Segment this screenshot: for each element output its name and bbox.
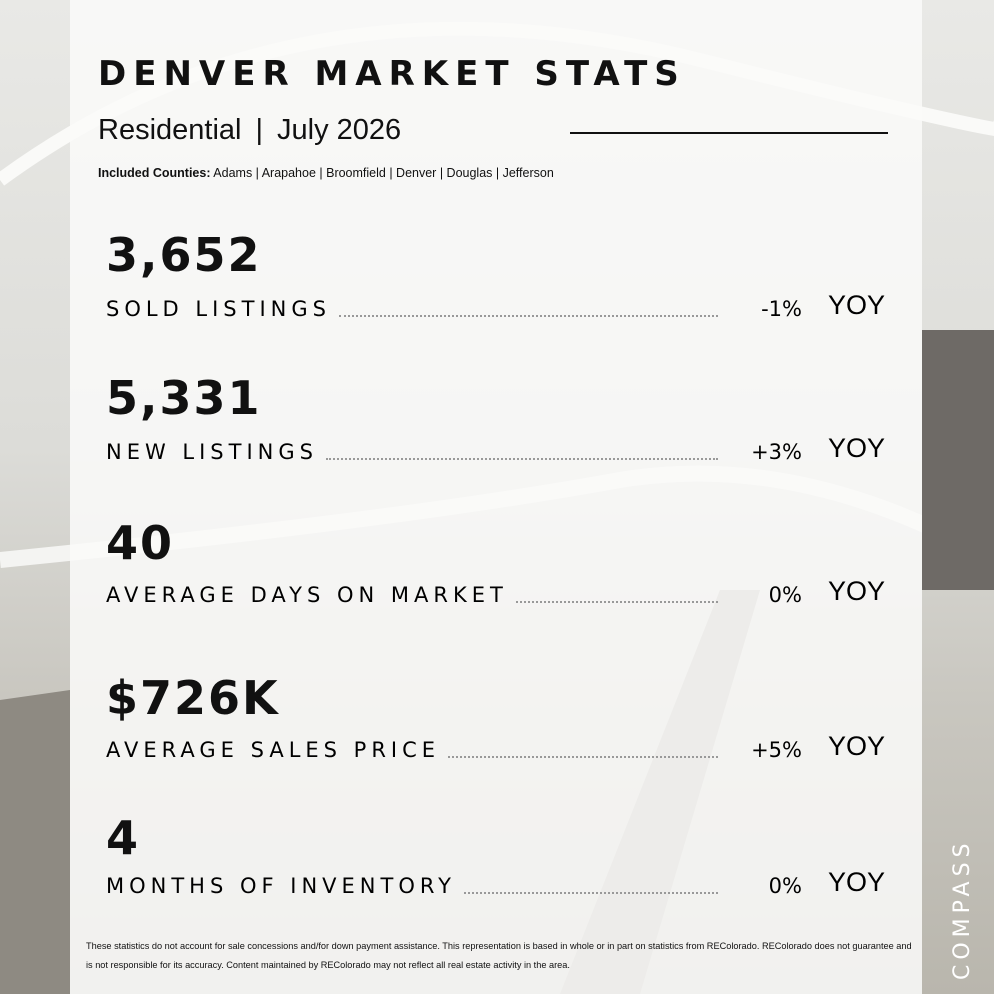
stat-row: AVERAGE SALES PRICE +5% YOY <box>106 731 886 762</box>
stat-unit: YOY <box>828 731 886 761</box>
stat-value: $726K <box>106 671 280 725</box>
stat-change: +5% <box>751 738 802 762</box>
counties: Included Counties: Adams | Arapahoe | Br… <box>98 166 554 180</box>
stat-label: MONTHS OF INVENTORY <box>106 874 456 898</box>
rule <box>570 132 888 134</box>
subtitle: Residential | July 2026 <box>98 114 415 147</box>
dot-leader <box>325 458 718 460</box>
stat-value: 3,652 <box>106 228 262 282</box>
stat-row: SOLD LISTINGS -1% YOY <box>106 290 886 321</box>
stat-label: AVERAGE DAYS ON MARKET <box>106 583 508 607</box>
dot-leader <box>463 892 718 894</box>
dot-leader <box>448 756 718 758</box>
dot-leader <box>515 601 718 603</box>
title: DENVER MARKET STATS <box>98 54 686 94</box>
stat-unit: YOY <box>828 290 886 320</box>
stat-change: +3% <box>751 440 802 464</box>
stat-unit: YOY <box>828 867 886 897</box>
counties-label: Included Counties: <box>98 166 211 180</box>
period: July 2026 <box>277 114 402 146</box>
stat-value: 40 <box>106 516 175 570</box>
separator: | <box>255 114 264 146</box>
stat-label: SOLD LISTINGS <box>106 297 331 321</box>
stat-change: 0% <box>768 583 802 607</box>
stat-change: -1% <box>761 297 802 321</box>
panel <box>70 0 922 994</box>
stat-value: 5,331 <box>106 371 262 425</box>
segment: Residential <box>98 114 242 146</box>
stat-row: AVERAGE DAYS ON MARKET 0% YOY <box>106 576 886 607</box>
brand: COMPASS <box>950 838 975 981</box>
stat-unit: YOY <box>828 576 886 606</box>
stat-row: MONTHS OF INVENTORY 0% YOY <box>106 867 886 898</box>
disclaimer: These statistics do not account for sale… <box>86 941 912 970</box>
counties-list: Adams | Arapahoe | Broomfield | Denver |… <box>213 166 554 180</box>
stat-row: NEW LISTINGS +3% YOY <box>106 433 886 464</box>
dot-leader <box>338 315 718 317</box>
stat-label: NEW LISTINGS <box>106 440 318 464</box>
stat-unit: YOY <box>828 433 886 463</box>
stat-label: AVERAGE SALES PRICE <box>106 738 441 762</box>
stat-value: 4 <box>106 811 141 865</box>
stat-change: 0% <box>768 874 802 898</box>
